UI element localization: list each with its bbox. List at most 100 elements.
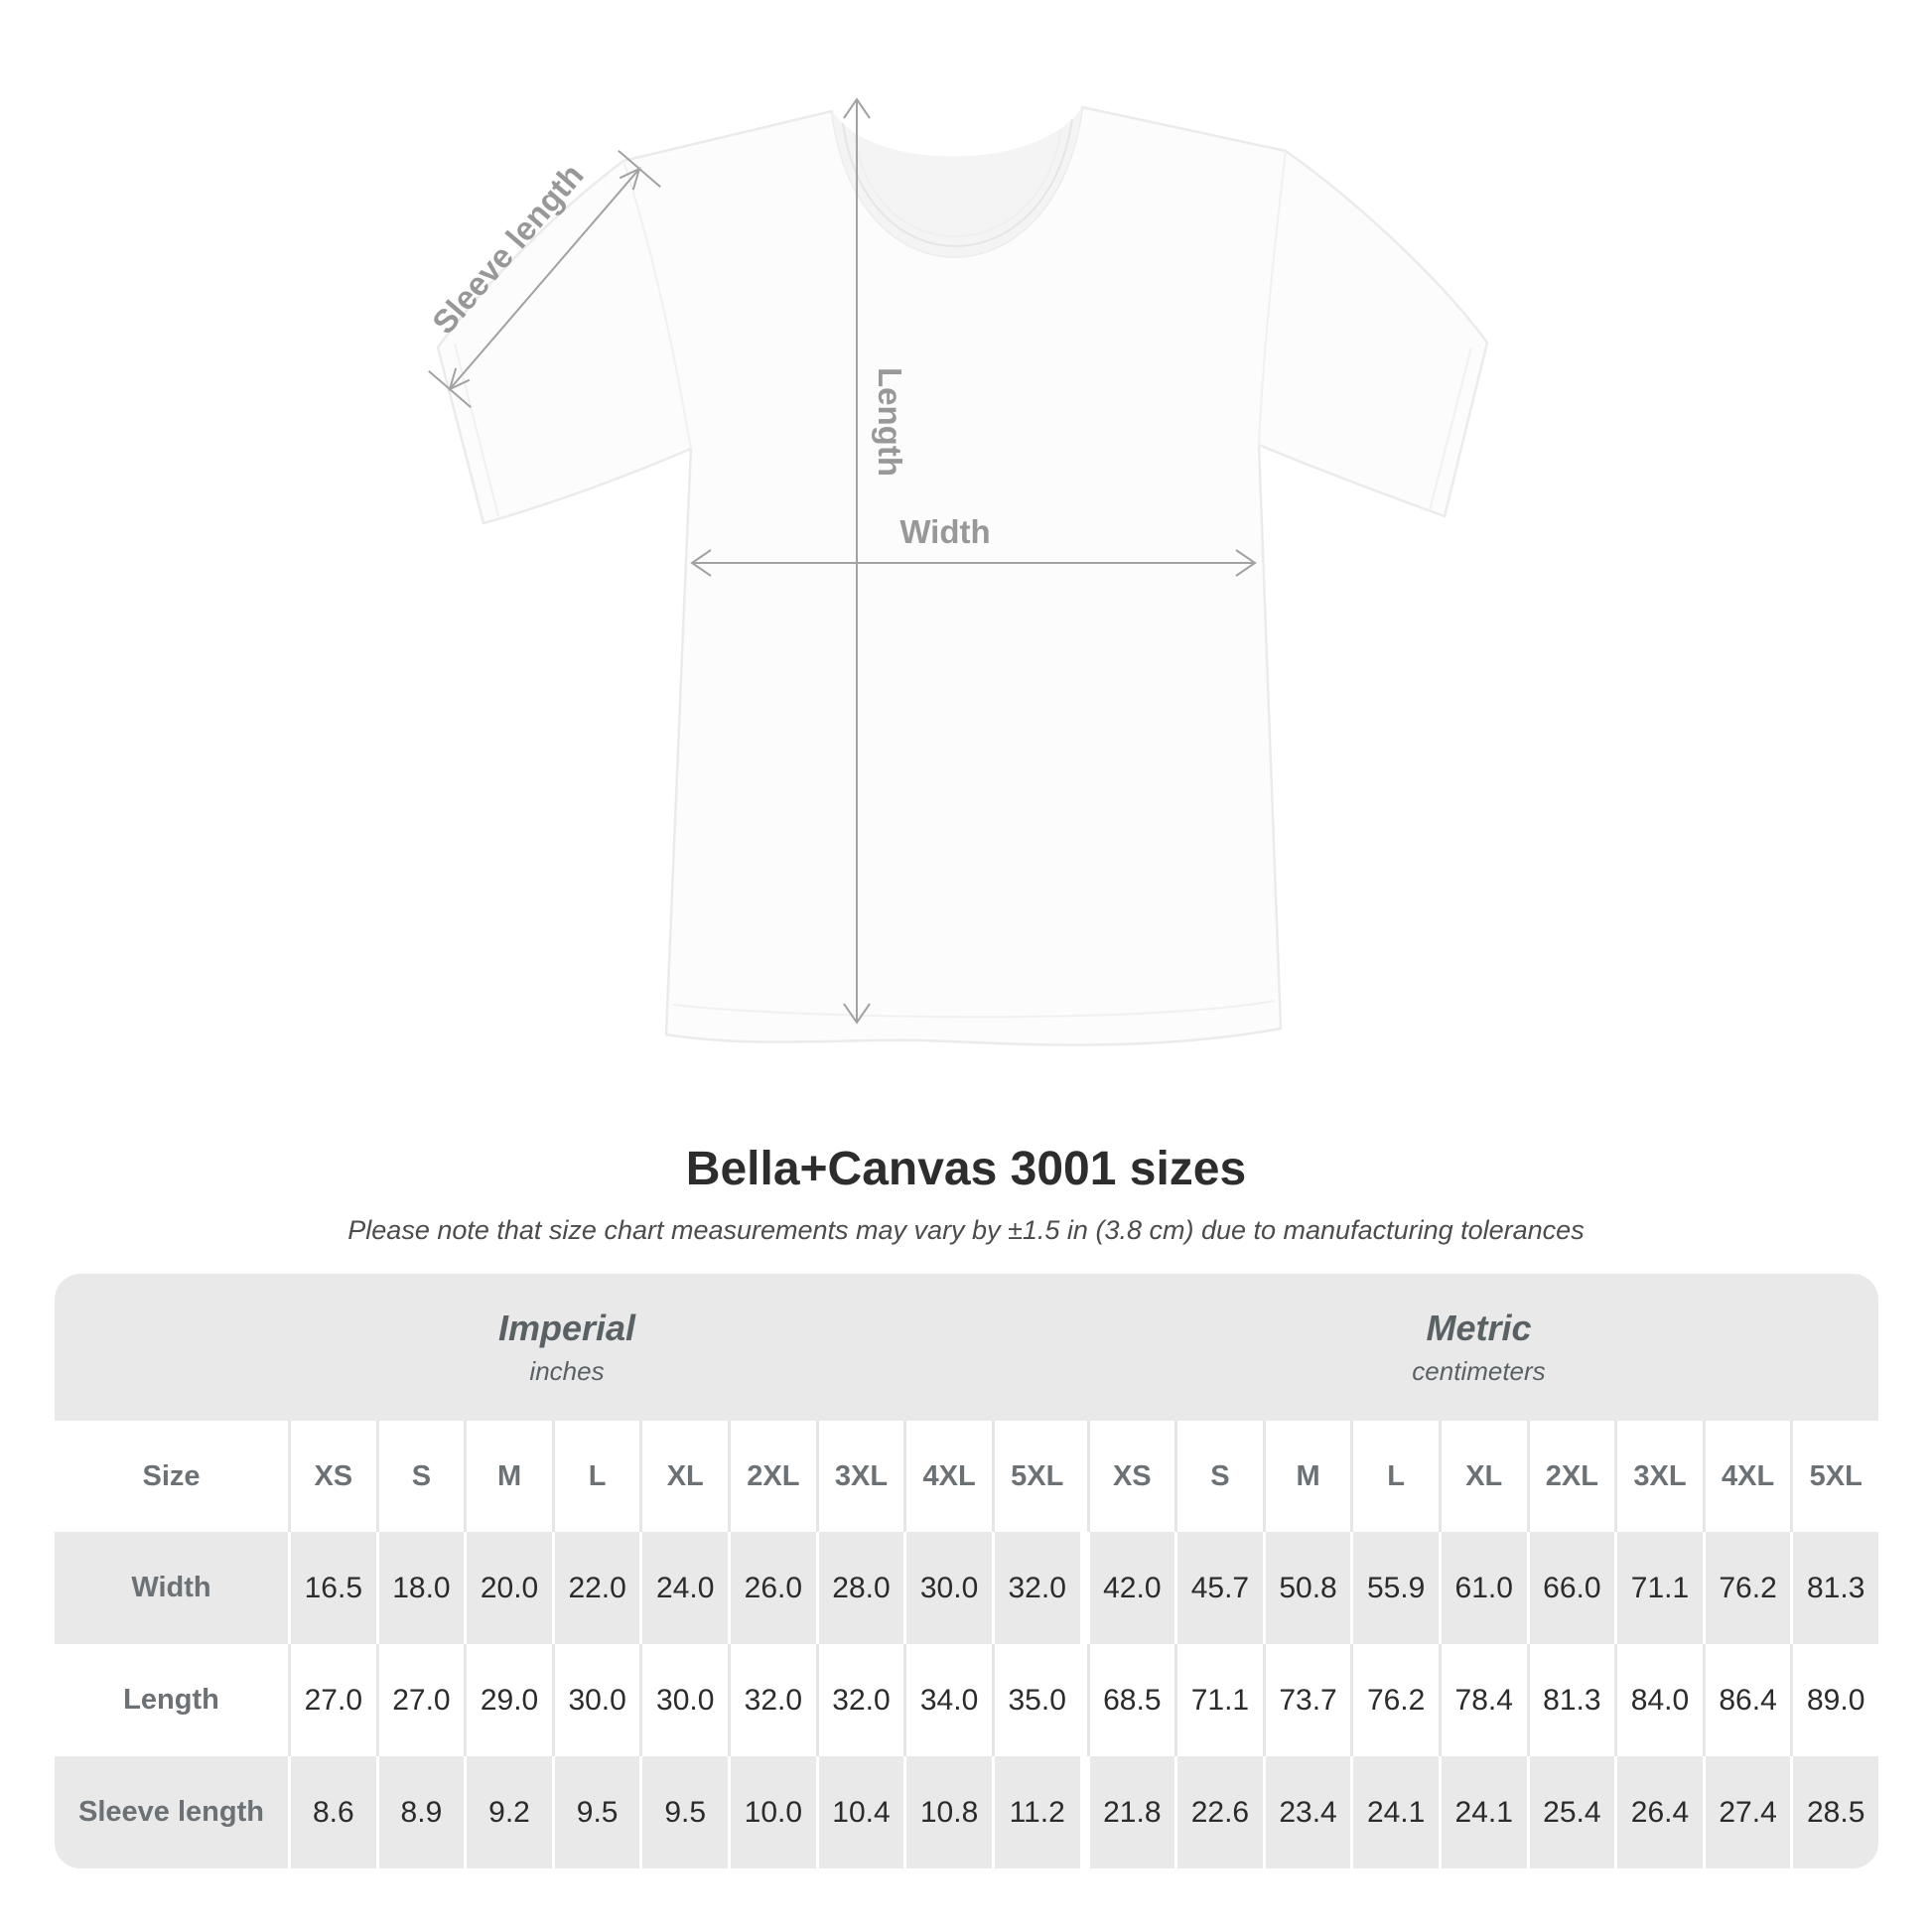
size-header-cell: 4XL (903, 1421, 992, 1532)
value-cell: 32.0 (991, 1532, 1080, 1644)
size-table: Imperial inches Metric centimeters Size X… (55, 1274, 1878, 1868)
tshirt-left-cuff-stitch (454, 343, 499, 517)
value-cell: 55.9 (1350, 1532, 1439, 1644)
value-cell: 24.0 (639, 1532, 729, 1644)
tshirt-graphic (436, 105, 1489, 1046)
value-cell: 50.8 (1262, 1532, 1351, 1644)
value-cell: 76.2 (1702, 1532, 1791, 1644)
metric-header-group: Metric centimeters (1079, 1274, 1878, 1421)
value-cell: 73.7 (1262, 1644, 1351, 1756)
value-cell: 23.4 (1262, 1756, 1351, 1868)
value-cell: 27.4 (1702, 1756, 1791, 1868)
size-header-cell: M (464, 1421, 552, 1532)
size-header-cell: XS (1086, 1421, 1175, 1532)
value-cell: 24.1 (1350, 1756, 1439, 1868)
value-cell: 9.5 (639, 1756, 729, 1868)
page-subtitle: Please note that size chart measurements… (347, 1215, 1585, 1245)
value-cell: 81.3 (1790, 1532, 1878, 1644)
value-cell: 9.5 (551, 1756, 640, 1868)
length-label: Length (872, 367, 908, 477)
value-cell: 22.6 (1174, 1756, 1263, 1868)
value-cell: 28.5 (1790, 1756, 1878, 1868)
size-header-cell: XS (288, 1421, 376, 1532)
value-cell: 11.2 (991, 1756, 1080, 1868)
value-cell: 21.8 (1086, 1756, 1175, 1868)
unit-group-divider (1080, 1756, 1087, 1868)
value-cell: 89.0 (1790, 1644, 1878, 1756)
size-header-cell: 2XL (728, 1421, 816, 1532)
size-header-cell: 2XL (1526, 1421, 1615, 1532)
value-cell: 30.0 (551, 1644, 640, 1756)
value-cell: 76.2 (1350, 1644, 1439, 1756)
unit-group-divider (1080, 1532, 1087, 1644)
value-cell: 84.0 (1614, 1644, 1703, 1756)
value-cell: 27.0 (288, 1644, 376, 1756)
value-cell: 45.7 (1174, 1532, 1263, 1644)
size-header-cell: L (1350, 1421, 1439, 1532)
size-header-cell: 5XL (991, 1421, 1080, 1532)
tshirt-right-seam (1258, 150, 1287, 446)
table-header-band: Imperial inches Metric centimeters (55, 1274, 1878, 1421)
value-cell: 8.6 (288, 1756, 376, 1868)
size-header-cell: M (1262, 1421, 1351, 1532)
imperial-header-group: Imperial inches (55, 1274, 1079, 1421)
table-row: Size XS S M L XL 2XL 3XL 4XL 5XL XS S M L XL 2XL 3XL 4XL 5… (55, 1421, 1878, 1532)
value-cell: 25.4 (1526, 1756, 1615, 1868)
value-cell: 27.0 (375, 1644, 465, 1756)
table-row: Width 16.5 18.0 20.0 22.0 24.0 26.0 28.0 30.0 32.… (55, 1532, 1878, 1644)
size-header-cell: XL (639, 1421, 728, 1532)
value-cell: 29.0 (464, 1644, 552, 1756)
page-title: Bella+Canvas 3001 sizes (685, 1143, 1247, 1195)
tshirt-diagram-svg: Sleeve length Length Width (425, 97, 1489, 1046)
row-label: Length (123, 1684, 219, 1716)
value-cell: 66.0 (1526, 1532, 1615, 1644)
size-header-cell: S (375, 1421, 465, 1532)
value-cell: 9.2 (464, 1756, 552, 1868)
size-header-cell: S (1174, 1421, 1263, 1532)
size-header-cell: 3XL (1614, 1421, 1703, 1532)
value-cell: 71.1 (1614, 1532, 1703, 1644)
unit-group-divider (1080, 1421, 1087, 1532)
value-cell: 10.8 (903, 1756, 992, 1868)
size-header-cell: XL (1438, 1421, 1527, 1532)
value-cell: 24.1 (1438, 1756, 1527, 1868)
value-cell: 86.4 (1702, 1644, 1791, 1756)
value-cell: 68.5 (1086, 1644, 1175, 1756)
value-cell: 32.0 (728, 1644, 816, 1756)
imperial-label: Imperial (497, 1308, 636, 1348)
value-cell: 8.9 (375, 1756, 465, 1868)
width-arrow (690, 549, 1257, 577)
row-label: Sleeve length (55, 1756, 288, 1868)
tshirt-neck-opening (832, 107, 1082, 257)
value-cell: 81.3 (1526, 1644, 1615, 1756)
value-cell: 10.0 (728, 1756, 816, 1868)
sleeve-length-arrow (428, 149, 661, 409)
value-cell: 42.0 (1086, 1532, 1175, 1644)
tshirt-right-cuff-stitch (1429, 346, 1472, 511)
value-cell: 18.0 (375, 1532, 465, 1644)
value-cell: 20.0 (464, 1532, 552, 1644)
size-header-cell: L (551, 1421, 640, 1532)
value-cell: 32.0 (815, 1644, 904, 1756)
tshirt-collar-seam (842, 118, 1073, 247)
value-cell: 26.4 (1614, 1756, 1703, 1868)
value-cell: 16.5 (288, 1532, 376, 1644)
metric-label: Metric (1426, 1308, 1532, 1348)
row-label: Width (55, 1532, 288, 1644)
value-cell: 71.1 (1174, 1644, 1263, 1756)
value-cell: 26.0 (728, 1532, 816, 1644)
value-cell: 30.0 (639, 1644, 728, 1756)
value-cell: 34.0 (903, 1644, 992, 1756)
tshirt-measurement-diagram: Sleeve length Length Width (425, 97, 1489, 1046)
value-cell: 10.4 (815, 1756, 904, 1868)
table-row: Length 27.0 27.0 29.0 30.0 30.0 32.0 32.0 34.0 35… (55, 1644, 1878, 1756)
value-cell: 61.0 (1438, 1532, 1527, 1644)
size-header-cell: 4XL (1702, 1421, 1791, 1532)
value-cell: 28.0 (815, 1532, 904, 1644)
value-cell: 78.4 (1438, 1644, 1527, 1756)
imperial-unit-label: inches (529, 1356, 605, 1386)
length-arrow (843, 97, 871, 1025)
size-header-cell: 5XL (1790, 1421, 1878, 1532)
metric-unit-label: centimeters (1412, 1356, 1546, 1386)
